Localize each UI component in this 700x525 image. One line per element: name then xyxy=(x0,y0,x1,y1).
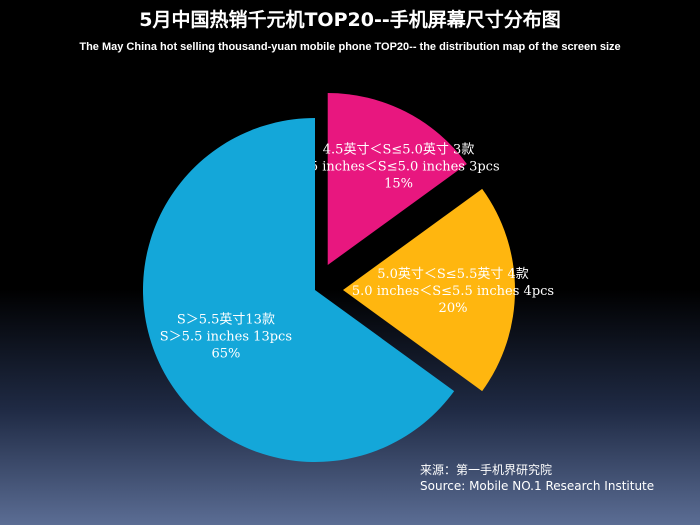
pie-slice-3 xyxy=(142,118,455,463)
source-line-chinese: 来源：第一手机界研究院 xyxy=(420,463,553,477)
pie-slice-1 xyxy=(327,93,467,266)
slice-2-label-2: 5.0 inches＜S≤5.5 inches 4pcs xyxy=(352,284,554,299)
slice-3-label-3: 65% xyxy=(211,346,240,361)
source-note: 来源：第一手机界研究院 Source: Mobile NO.1 Research… xyxy=(420,462,654,494)
slice-1-label-2: 4.5 inches＜S≤5.0 inches 3pcs xyxy=(297,159,499,174)
slice-2-label-3: 20% xyxy=(439,301,468,316)
slice-3-label-2: S＞5.5 inches 13pcs xyxy=(160,329,292,344)
slice-1-label-1: 4.5英寸＜S≤5.0英寸 3款 xyxy=(323,142,475,157)
chart-subtitle: The May China hot selling thousand-yuan … xyxy=(79,41,621,53)
slice-1-label-3: 15% xyxy=(384,176,413,191)
pie-slice-2 xyxy=(343,188,515,392)
chart-title: 5月中国热销千元机TOP20--手机屏幕尺寸分布图 xyxy=(139,9,561,31)
source-line-english: Source: Mobile NO.1 Research Institute xyxy=(420,479,655,493)
slice-2-label-1: 5.0英寸＜S≤5.5英寸 4款 xyxy=(377,267,529,282)
slice-3-label-1: S＞5.5英寸13款 xyxy=(177,312,275,327)
